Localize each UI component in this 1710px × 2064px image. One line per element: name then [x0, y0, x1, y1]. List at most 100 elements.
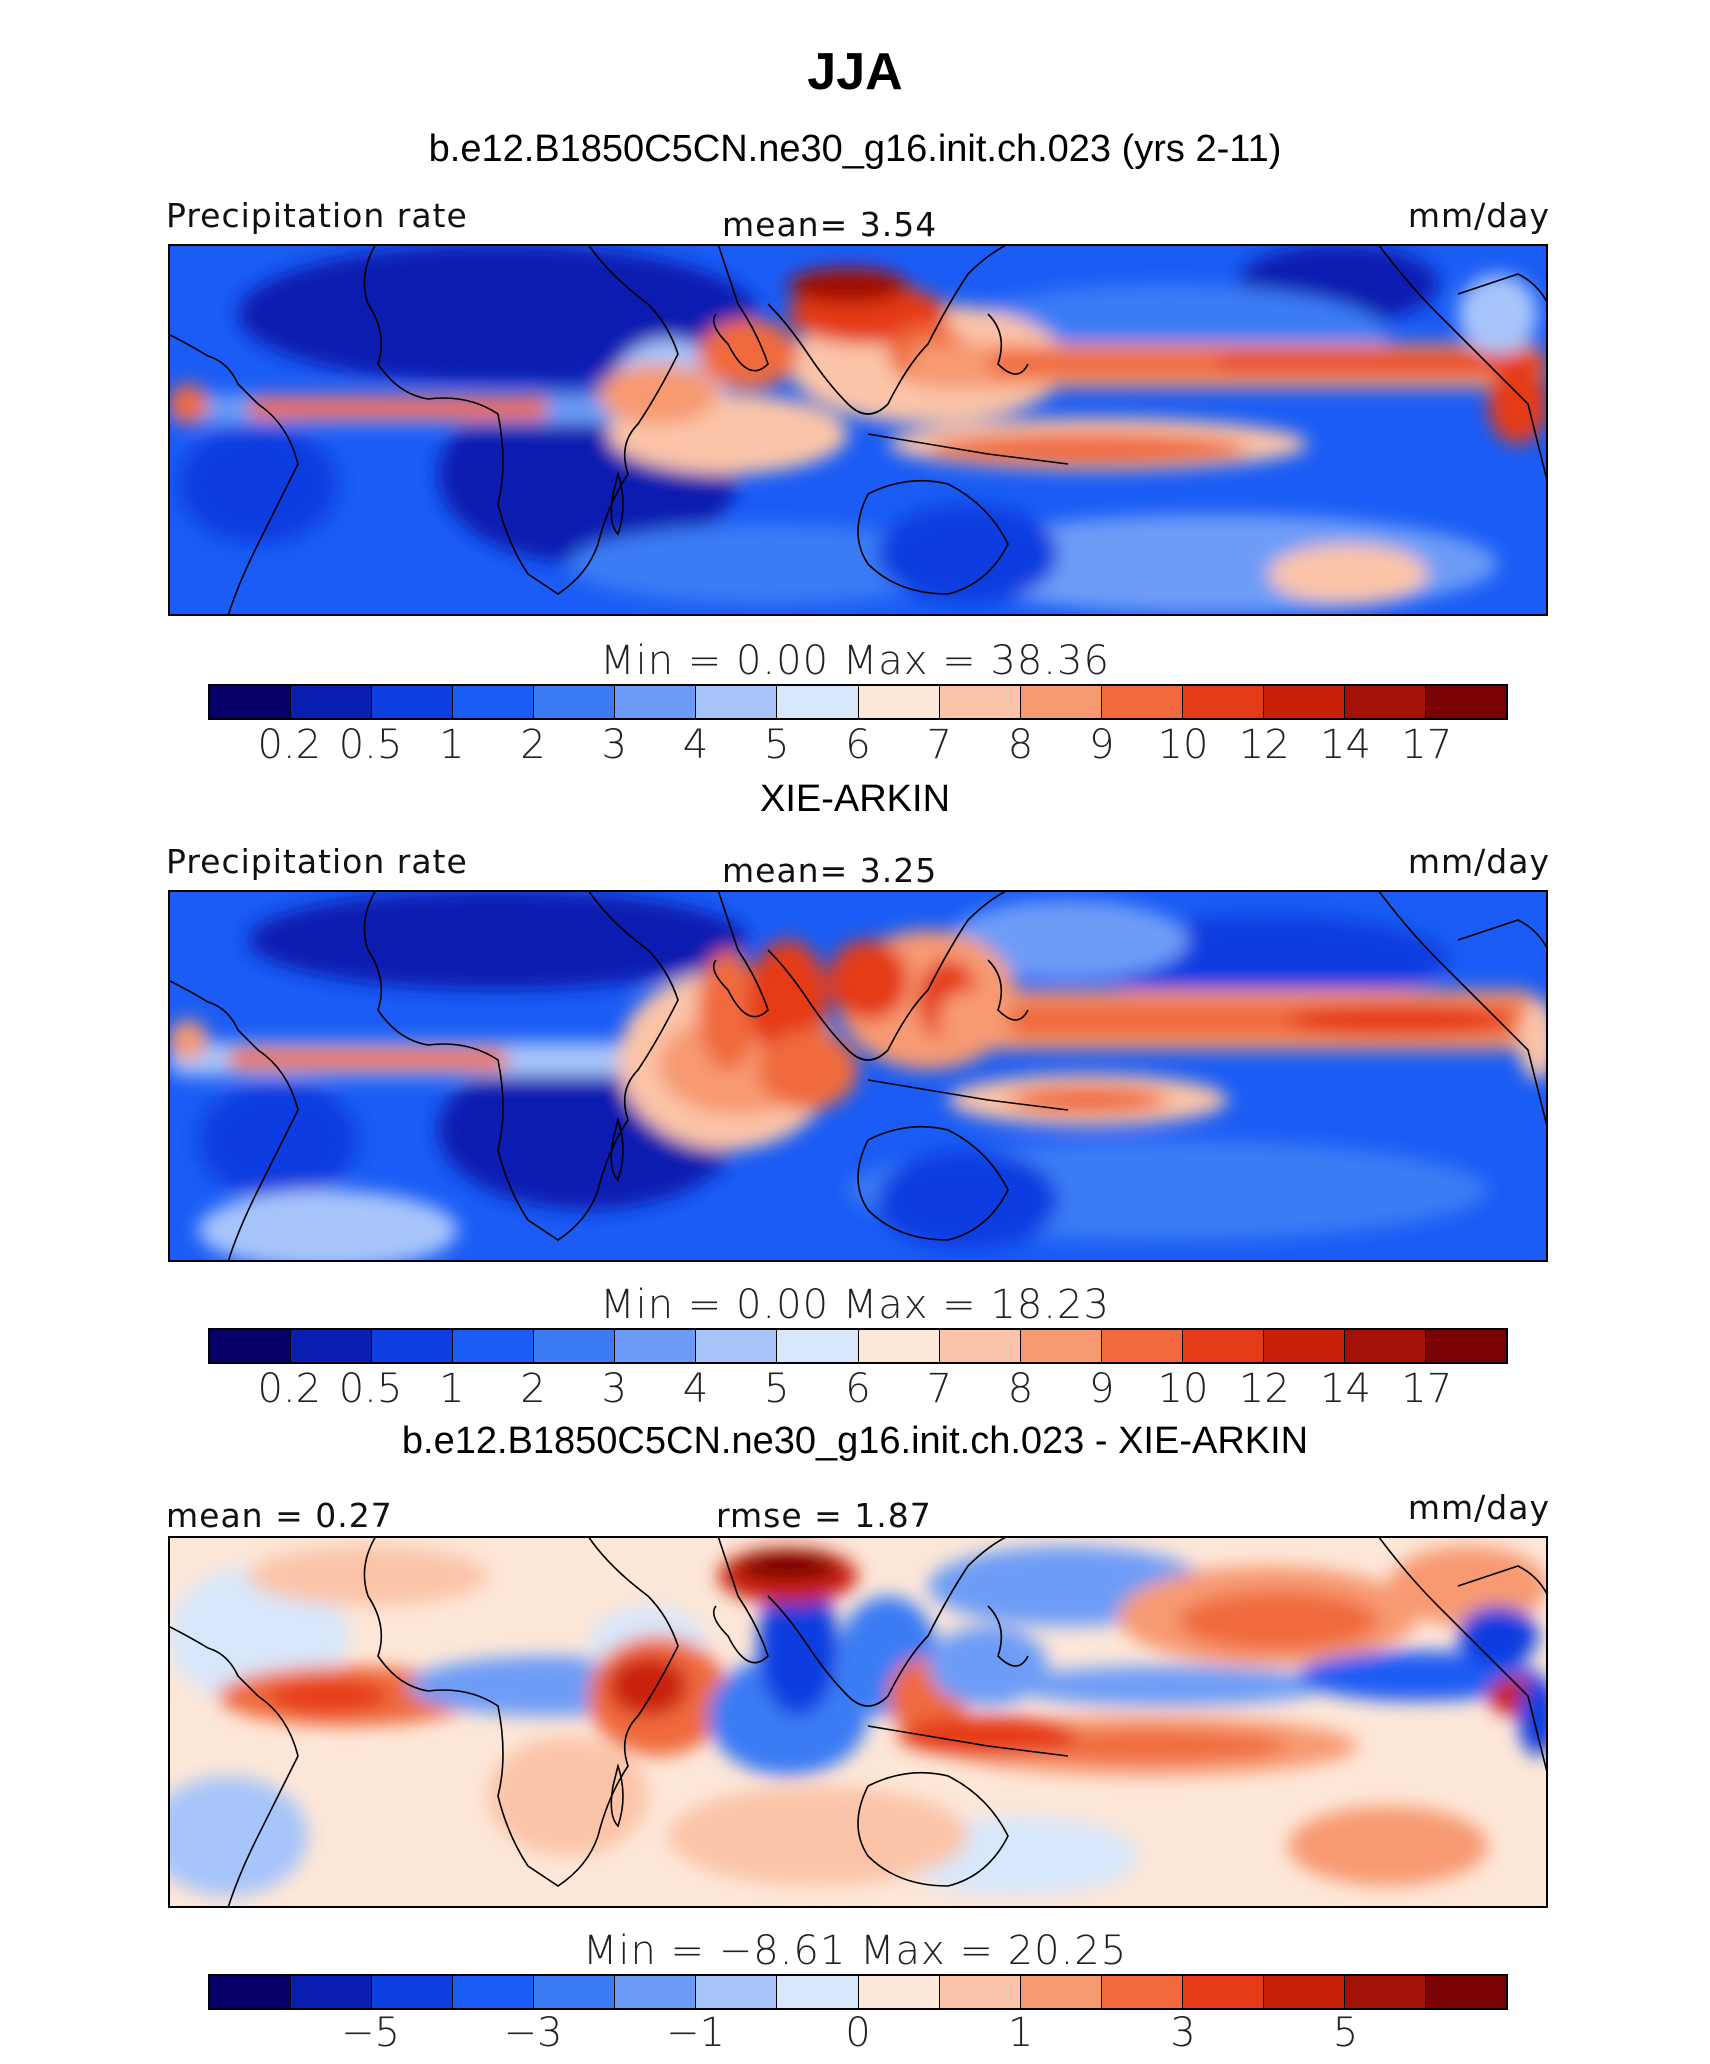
colorbar-tick-label: 9	[1089, 722, 1115, 768]
colorbar-tick-label: 17	[1401, 1366, 1453, 1412]
figure-title: JJA	[807, 43, 903, 101]
colorbar-tick-label: 7	[926, 1366, 952, 1412]
colorbar-tick-label: 6	[845, 1366, 871, 1412]
colorbar-swatch	[1101, 1330, 1183, 1362]
colorbar-swatch	[453, 686, 535, 718]
panel-3-rmse-label: rmse = 1.87	[716, 1496, 932, 1535]
colorbar-tick-label: 2	[520, 1366, 546, 1412]
colorbar-swatch	[615, 1976, 697, 2008]
panel-1-colorbar	[208, 684, 1508, 720]
colorbar-tick-label: 5	[764, 722, 790, 768]
colorbar-swatch	[291, 1976, 373, 2008]
colorbar-swatch	[453, 1330, 535, 1362]
panel-1-colorbar-ticks: 0.2 0.5 1 2 3 4 5 6 7 8 9 10 12 14 17	[208, 722, 1508, 772]
colorbar-tick-label: −3	[503, 2010, 563, 2056]
panel-2-precipitation-map	[168, 890, 1548, 1262]
colorbar-swatch	[534, 1330, 616, 1362]
colorbar-swatch	[291, 1330, 373, 1362]
colorbar-swatch	[372, 1976, 454, 2008]
colorbar-tick-label: 10	[1157, 722, 1209, 768]
colorbar-tick-label: 1	[1007, 2010, 1034, 2056]
colorbar-swatch	[939, 1976, 1021, 2008]
colorbar-tick-label: 1	[439, 722, 465, 768]
colorbar-tick-label: 17	[1401, 722, 1453, 768]
colorbar-swatch	[534, 1976, 616, 2008]
colorbar-tick-label: 6	[845, 722, 871, 768]
colorbar-swatch	[615, 686, 697, 718]
colorbar-swatch	[1182, 1330, 1264, 1362]
panel-3-colorbar	[208, 1974, 1508, 2010]
panel-2-variable-label: Precipitation rate	[166, 842, 468, 881]
colorbar-tick-label: 10	[1157, 1366, 1209, 1412]
panel-2-minmax: Min = 0.00 Max = 18.23	[600, 1282, 1110, 1328]
panel-2-colorbar	[208, 1328, 1508, 1364]
colorbar-tick-label: 14	[1320, 722, 1371, 768]
colorbar-swatch	[777, 1976, 859, 2008]
panel-2-colorbar-ticks: 0.2 0.5 1 2 3 4 5 6 7 8 9 10 12 14 17	[208, 1366, 1508, 1416]
colorbar-swatch	[534, 686, 616, 718]
panel-2-mean-label: mean= 3.25	[722, 851, 938, 890]
colorbar-tick-label: 4	[682, 1366, 709, 1412]
colorbar-swatch	[1344, 1330, 1426, 1362]
colorbar-swatch	[1263, 1976, 1345, 2008]
colorbar-tick-label: 12	[1238, 722, 1290, 768]
colorbar-tick-label: 5	[764, 1366, 790, 1412]
colorbar-tick-label: 0.5	[338, 1366, 403, 1412]
colorbar-swatch	[696, 1976, 778, 2008]
colorbar-swatch	[858, 1976, 940, 2008]
colorbar-swatch	[858, 1330, 940, 1362]
colorbar-swatch	[1182, 1976, 1264, 2008]
colorbar-swatch	[291, 686, 373, 718]
colorbar-swatch	[696, 686, 778, 718]
panel-1-subtitle: b.e12.B1850C5CN.ne30_g16.init.ch.023 (yr…	[428, 128, 1282, 170]
colorbar-swatch	[777, 686, 859, 718]
colorbar-tick-label: 0.5	[338, 722, 403, 768]
colorbar-tick-label: 7	[926, 722, 952, 768]
colorbar-tick-label: 12	[1238, 1366, 1290, 1412]
panel-1-precipitation-map	[168, 244, 1548, 616]
colorbar-swatch	[210, 1976, 292, 2008]
colorbar-tick-label: 3	[601, 1366, 627, 1412]
colorbar-swatch	[939, 1330, 1021, 1362]
colorbar-tick-label: 8	[1007, 722, 1034, 768]
panel-3-units-label: mm/day	[1407, 1488, 1550, 1527]
colorbar-tick-label: 4	[682, 722, 709, 768]
colorbar-swatch	[1425, 686, 1506, 718]
colorbar-swatch	[696, 1330, 778, 1362]
colorbar-swatch	[1182, 686, 1264, 718]
colorbar-swatch	[1344, 686, 1426, 718]
colorbar-swatch	[1263, 1330, 1345, 1362]
colorbar-swatch	[1425, 1330, 1506, 1362]
panel-1-units-label: mm/day	[1407, 196, 1550, 235]
colorbar-tick-label: 3	[601, 722, 627, 768]
colorbar-swatch	[858, 686, 940, 718]
panel-3-minmax: Min = −8.61 Max = 20.25	[582, 1928, 1128, 1974]
colorbar-swatch	[210, 686, 292, 718]
colorbar-swatch	[453, 1976, 535, 2008]
colorbar-tick-label: 3	[1170, 2010, 1196, 2056]
colorbar-tick-label: −1	[666, 2010, 725, 2056]
panel-3-mean-label: mean = 0.27	[166, 1496, 393, 1535]
colorbar-tick-label: −5	[341, 2010, 400, 2056]
colorbar-swatch	[939, 686, 1021, 718]
colorbar-swatch	[210, 1330, 292, 1362]
panel-3-colorbar-ticks: −5 −3 −1 0 1 3 5	[208, 2010, 1508, 2060]
colorbar-tick-label: 1	[439, 1366, 465, 1412]
panel-2-subtitle: XIE-ARKIN	[759, 778, 951, 820]
panel-3-difference-map	[168, 1536, 1548, 1908]
colorbar-swatch	[1101, 686, 1183, 718]
colorbar-swatch	[1425, 1976, 1506, 2008]
colorbar-tick-label: 9	[1089, 1366, 1115, 1412]
colorbar-tick-label: 2	[520, 722, 546, 768]
colorbar-swatch	[615, 1330, 697, 1362]
colorbar-swatch	[1020, 1330, 1102, 1362]
panel-2-units-label: mm/day	[1407, 842, 1550, 881]
colorbar-tick-label: 5	[1332, 2010, 1359, 2056]
colorbar-tick-label: 0	[845, 2010, 871, 2056]
colorbar-swatch	[1020, 1976, 1102, 2008]
colorbar-tick-label: 14	[1320, 1366, 1371, 1412]
colorbar-swatch	[1263, 686, 1345, 718]
panel-1-mean-label: mean= 3.54	[722, 205, 938, 244]
colorbar-swatch	[372, 686, 454, 718]
colorbar-swatch	[1101, 1976, 1183, 2008]
